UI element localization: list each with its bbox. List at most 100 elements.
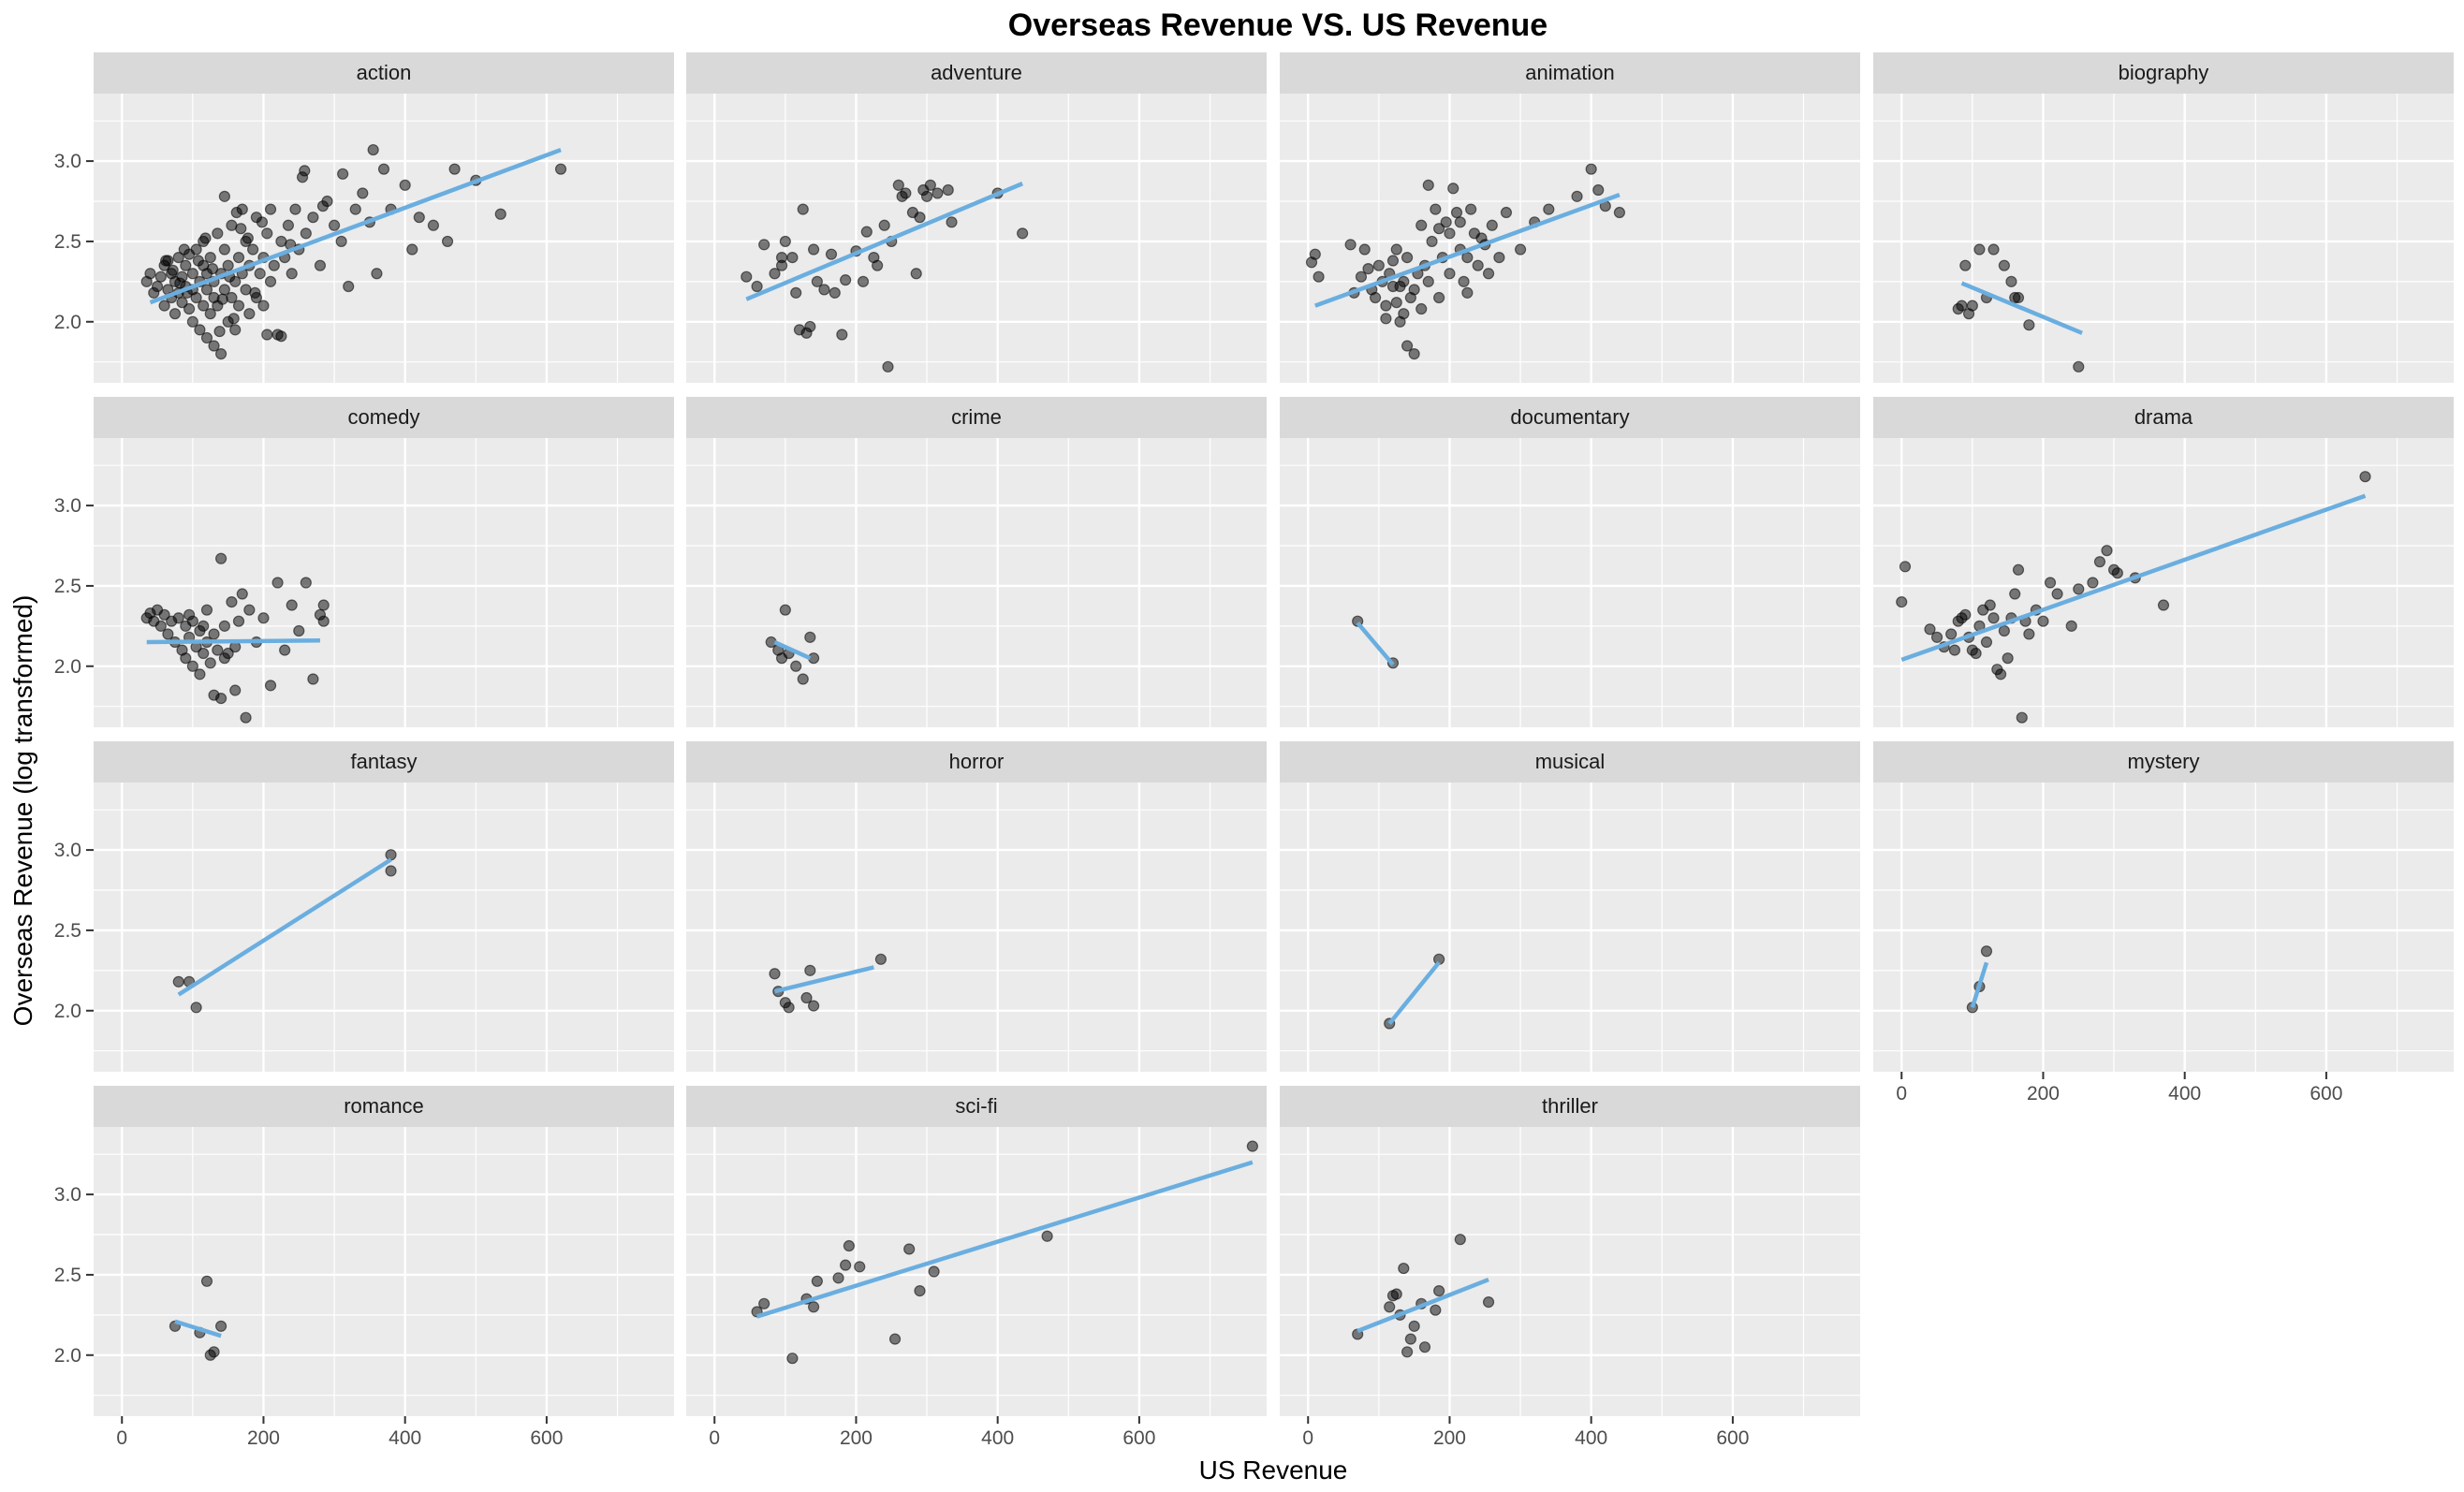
data-point <box>214 348 227 360</box>
data-point <box>199 232 212 244</box>
facet-panel-romance: romance 2.0 2.5 3.0 0 200 400 600 <box>54 1086 674 1449</box>
data-point <box>2101 545 2113 557</box>
data-point <box>427 219 440 231</box>
data-point <box>316 200 330 212</box>
facet-panel-thriller: thriller 0 200 400 600 <box>1280 1086 1860 1449</box>
data-point <box>232 252 245 264</box>
data-point <box>1959 259 1972 271</box>
data-point <box>494 208 506 220</box>
data-point <box>218 243 230 256</box>
x-tick-label: 200 <box>840 1427 873 1449</box>
panel-background <box>686 438 1267 727</box>
data-point <box>232 300 245 312</box>
x-axis-title: US Revenue <box>1199 1455 1348 1485</box>
data-point <box>256 216 269 228</box>
data-point <box>158 608 170 621</box>
data-point <box>208 340 220 352</box>
data-point <box>240 711 252 724</box>
y-tick-label: 3.0 <box>54 151 81 172</box>
data-point <box>741 271 753 283</box>
data-point <box>200 284 213 296</box>
data-point <box>169 308 182 320</box>
data-point <box>160 255 172 267</box>
facet-strip <box>1280 741 1860 783</box>
data-point <box>1571 190 1583 202</box>
facet-strip-label: animation <box>1525 61 1614 84</box>
data-point <box>910 268 922 280</box>
data-point <box>825 248 838 260</box>
data-point <box>800 991 813 1004</box>
panel-background <box>1280 783 1860 1072</box>
data-point <box>1398 308 1410 320</box>
data-point <box>1384 1301 1396 1313</box>
data-point <box>286 268 298 280</box>
trend-line <box>745 182 1024 301</box>
data-point <box>229 324 242 336</box>
x-tick-label: 200 <box>1433 1427 1466 1449</box>
panel-background <box>94 94 674 383</box>
facet-panel-sci-fi: sci-fi 0 200 400 600 <box>686 1086 1267 1449</box>
panel-background <box>1280 1127 1860 1416</box>
facet-panel-documentary: documentary <box>1280 397 1860 727</box>
facet-panels: action 2.0 2.5 3.0 adventure animation biograp… <box>54 52 2454 1449</box>
facet-strip <box>94 397 674 438</box>
data-point <box>840 1259 852 1271</box>
facet-panel-mystery: mystery 0 200 400 600 <box>1873 741 2454 1104</box>
data-point <box>1401 252 1414 264</box>
data-point <box>920 190 933 202</box>
data-point <box>878 219 890 231</box>
data-point <box>2009 588 2021 600</box>
facet-strip <box>1280 52 1860 94</box>
data-point <box>200 604 213 616</box>
data-point <box>1465 203 1477 215</box>
panel-background <box>94 438 674 727</box>
facet-strip-label: crime <box>951 405 1002 429</box>
data-point <box>1998 259 2010 271</box>
data-point <box>357 187 369 199</box>
data-point <box>154 271 167 283</box>
trend-line <box>177 857 392 997</box>
data-point <box>2016 711 2028 724</box>
facet-panel-biography: biography <box>1873 52 2454 383</box>
facet-strip-label: biography <box>2119 61 2209 84</box>
panel-background <box>686 1127 1267 1416</box>
data-point <box>257 612 270 624</box>
data-point <box>1930 631 1943 643</box>
data-point <box>289 203 301 215</box>
data-point <box>1454 216 1466 228</box>
data-point <box>1980 945 1993 958</box>
data-point <box>779 604 791 616</box>
data-point <box>1355 271 1368 283</box>
data-point <box>804 320 816 333</box>
data-point <box>307 212 319 224</box>
panel-background <box>94 783 674 1072</box>
data-point <box>229 684 242 696</box>
data-point <box>243 604 256 616</box>
x-tick-label: 0 <box>116 1427 127 1449</box>
data-point <box>213 325 226 338</box>
y-tick-label: 2.0 <box>54 312 81 333</box>
panel-background <box>1280 94 1860 383</box>
data-point <box>1970 647 1982 660</box>
x-tick-label: 200 <box>247 1427 280 1449</box>
data-point <box>775 252 788 264</box>
facet-panel-horror: horror <box>686 741 1267 1072</box>
trend-line <box>1960 281 2083 335</box>
data-point <box>307 673 319 685</box>
data-point <box>1454 1234 1466 1246</box>
data-point <box>758 239 770 251</box>
facet-panel-crime: crime <box>686 397 1267 727</box>
y-tick-label: 2.0 <box>54 1001 81 1022</box>
panel-background <box>94 1127 674 1416</box>
facet-strip <box>94 52 674 94</box>
data-point <box>300 577 312 589</box>
trend-line <box>146 638 320 645</box>
data-point <box>448 163 461 175</box>
data-point <box>1966 300 1978 312</box>
y-tick-label: 2.0 <box>54 1345 81 1367</box>
data-point <box>204 657 216 669</box>
data-point <box>1450 206 1463 219</box>
data-point <box>1482 268 1495 280</box>
data-point <box>1362 263 1374 275</box>
facet-strip <box>1873 52 2454 94</box>
